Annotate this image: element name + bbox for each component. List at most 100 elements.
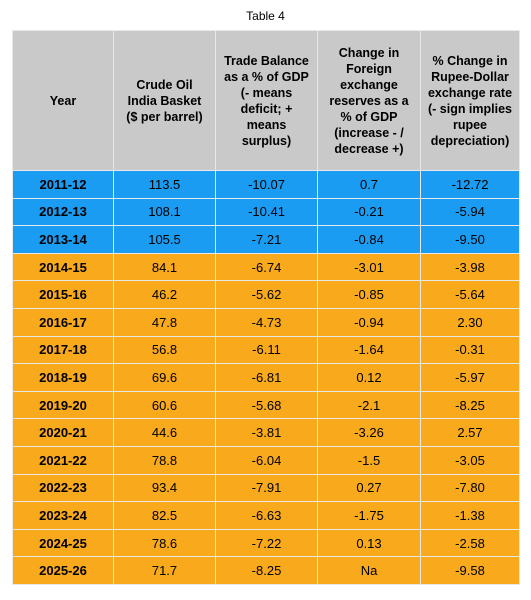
value-cell: 0.13 xyxy=(317,528,421,558)
value-cell: -5.94 xyxy=(420,197,520,227)
year-cell: 2015-16 xyxy=(12,280,114,309)
header-line: rupee xyxy=(452,117,488,132)
value-cell: -1.64 xyxy=(317,335,421,365)
value-cell: 84.1 xyxy=(113,252,216,282)
table-row: 2011-12 113.5 -10.07 0.7 -12.72 xyxy=(12,170,520,199)
header-line: (- means xyxy=(240,85,293,100)
header-line: (increase - / xyxy=(334,125,404,140)
value-cell: -1.5 xyxy=(317,445,421,475)
value-cell: -3.01 xyxy=(317,252,421,282)
year-cell: 2016-17 xyxy=(12,307,114,337)
value-cell: 0.12 xyxy=(317,363,421,392)
header-cell: % Change in Rupee-Dollar exchange rate (- s… xyxy=(420,30,520,171)
table-row: 2022-23 93.4 -7.91 0.27 -7.80 xyxy=(12,473,520,503)
year-cell: 2014-15 xyxy=(12,252,114,282)
header-line: Rupee-Dollar xyxy=(431,69,509,84)
value-cell: -7.21 xyxy=(215,225,318,254)
value-cell: -2.58 xyxy=(420,528,520,558)
value-cell: -5.62 xyxy=(215,280,318,309)
value-cell: -0.21 xyxy=(317,197,421,227)
value-cell: 78.6 xyxy=(113,528,216,558)
table-row: 2020-21 44.6 -3.81 -3.26 2.57 xyxy=(12,418,520,447)
value-cell: -6.63 xyxy=(215,501,318,530)
value-cell: -3.05 xyxy=(420,445,520,475)
header-line: depreciation) xyxy=(430,133,510,148)
value-cell: 56.8 xyxy=(113,335,216,365)
year-cell: 2025-26 xyxy=(12,556,114,585)
header-line: ($ per barrel) xyxy=(126,109,203,124)
header-line: decrease +) xyxy=(334,141,404,156)
value-cell: 113.5 xyxy=(113,170,216,199)
year-cell: 2017-18 xyxy=(12,335,114,365)
header-line: India Basket xyxy=(127,93,202,108)
value-cell: -7.22 xyxy=(215,528,318,558)
header-cell: Change in Foreign exchange reserves as a% o… xyxy=(317,30,421,171)
header-line: deficit; + xyxy=(240,101,293,116)
value-cell: -3.26 xyxy=(317,418,421,447)
header-line: exchange xyxy=(340,77,398,92)
value-cell: -1.38 xyxy=(420,501,520,530)
value-cell: -5.68 xyxy=(215,390,318,420)
header-line: reserves as a xyxy=(329,93,409,108)
value-cell: -1.75 xyxy=(317,501,421,530)
value-cell: -5.97 xyxy=(420,363,520,392)
header-cell: Trade Balance as a % of GDP (- means defici… xyxy=(215,30,318,171)
table-row: 2025-26 71.7 -8.25 Na -9.58 xyxy=(12,556,520,585)
header-line: Crude Oil xyxy=(136,77,193,92)
header-line: Foreign xyxy=(346,61,392,76)
value-cell: -6.81 xyxy=(215,363,318,392)
value-cell: 2.30 xyxy=(420,307,520,337)
year-cell: 2012-13 xyxy=(12,197,114,227)
header-line: as a % of GDP xyxy=(224,69,309,84)
header-row: Year Crude Oil India Basket ($ per barrel) T… xyxy=(12,30,520,171)
value-cell: -3.98 xyxy=(420,252,520,282)
value-cell: -7.91 xyxy=(215,473,318,503)
header-line: means xyxy=(246,117,287,132)
table-body: 2011-12 113.5 -10.07 0.7 -12.72 2012-13 108.1-… xyxy=(12,170,520,585)
value-cell: -0.31 xyxy=(420,335,520,365)
value-cell: 93.4 xyxy=(113,473,216,503)
header-cell: Crude Oil India Basket ($ per barrel) xyxy=(113,30,216,171)
value-cell: Na xyxy=(317,556,421,585)
value-cell: 0.27 xyxy=(317,473,421,503)
header-line: surplus) xyxy=(241,133,292,148)
table-row: 2018-19 69.6 -6.81 0.12 -5.97 xyxy=(12,363,520,392)
header-cell: Year xyxy=(12,30,114,171)
value-cell: -2.1 xyxy=(317,390,421,420)
table-row: 2012-13 108.1 -10.41 -0.21 -5.94 xyxy=(12,197,520,227)
value-cell: -9.50 xyxy=(420,225,520,254)
value-cell: -6.11 xyxy=(215,335,318,365)
header-line: exchange rate xyxy=(427,85,513,100)
data-table: Year Crude Oil India Basket ($ per barrel) T… xyxy=(12,30,520,585)
value-cell: 47.8 xyxy=(113,307,216,337)
year-cell: 2022-23 xyxy=(12,473,114,503)
value-cell: -8.25 xyxy=(215,556,318,585)
value-cell: -0.85 xyxy=(317,280,421,309)
value-cell: -3.81 xyxy=(215,418,318,447)
table-row: 2013-14 105.5 -7.21 -0.84 -9.50 xyxy=(12,225,520,254)
value-cell: 108.1 xyxy=(113,197,216,227)
table-row: 2017-18 56.8 -6.11 -1.64 -0.31 xyxy=(12,335,520,365)
year-cell: 2011-12 xyxy=(12,170,114,199)
value-cell: 78.8 xyxy=(113,445,216,475)
value-cell: 0.7 xyxy=(317,170,421,199)
value-cell: 46.2 xyxy=(113,280,216,309)
year-cell: 2018-19 xyxy=(12,363,114,392)
table-row: 2016-17 47.8 -4.73 -0.94 2.30 xyxy=(12,307,520,337)
table-row: 2023-24 82.5 -6.63 -1.75 -1.38 xyxy=(12,501,520,530)
header-line: Change in xyxy=(338,45,400,60)
header-line: Year xyxy=(49,93,77,108)
table-row: 2021-22 78.8 -6.04 -1.5 -3.05 xyxy=(12,445,520,475)
value-cell: 2.57 xyxy=(420,418,520,447)
value-cell: -6.74 xyxy=(215,252,318,282)
value-cell: 82.5 xyxy=(113,501,216,530)
value-cell: -0.94 xyxy=(317,307,421,337)
value-cell: -12.72 xyxy=(420,170,520,199)
table-row: 2015-16 46.2 -5.62 -0.85 -5.64 xyxy=(12,280,520,309)
table-row: 2019-20 60.6 -5.68 -2.1 -8.25 xyxy=(12,390,520,420)
table-row: 2024-25 78.6 -7.22 0.13 -2.58 xyxy=(12,528,520,558)
header-line: (- sign implies xyxy=(427,101,513,116)
value-cell: -9.58 xyxy=(420,556,520,585)
value-cell: 44.6 xyxy=(113,418,216,447)
